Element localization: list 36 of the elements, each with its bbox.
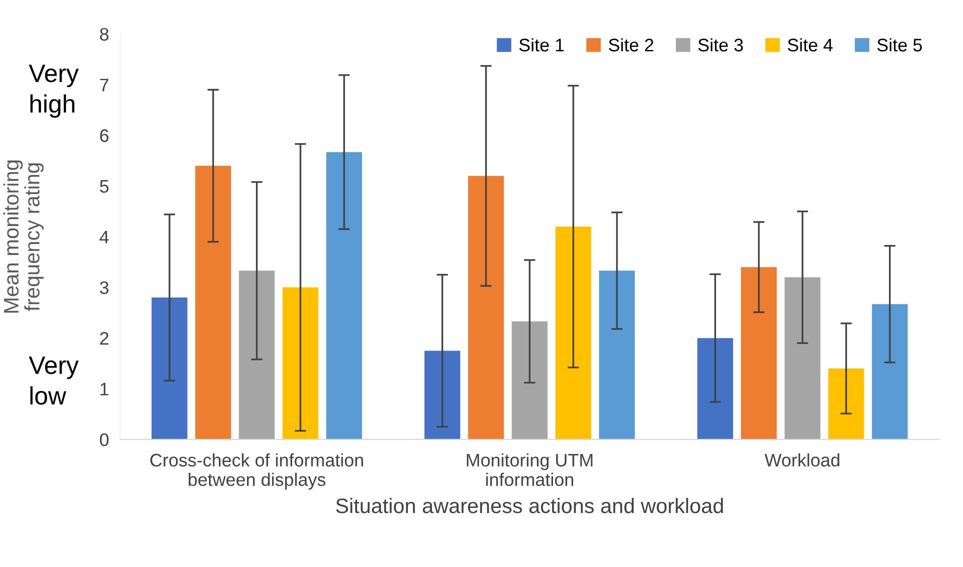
bar (697, 338, 734, 440)
text: Very low (28, 356, 79, 405)
bar (599, 270, 635, 440)
legend-label: Site 4 (788, 38, 833, 52)
x-axis-title: Situation awareness actions and workload (336, 498, 723, 514)
bar (195, 166, 232, 440)
y-tick-label: 7 (100, 78, 108, 92)
bar (512, 321, 548, 440)
legend-label: Site 5 (877, 38, 922, 52)
x-tick-label: Cross-check of information between displays (150, 453, 364, 490)
y-tick-label: 1 (100, 382, 108, 396)
bar (326, 152, 362, 440)
text: Very high (28, 64, 79, 118)
bar (872, 304, 908, 440)
x-tick-label: Workload (764, 453, 840, 467)
bar (152, 298, 188, 440)
x-tick-label: Monitoring UTM information (466, 453, 592, 486)
y-tick-label: 5 (100, 180, 109, 193)
bar (784, 277, 820, 440)
legend-label: Site 1 (519, 38, 564, 52)
y-tick-label: 6 (100, 129, 108, 142)
legend-label: Site 2 (608, 38, 654, 52)
bar (555, 226, 592, 440)
y-axis-title: Mean monitoring frequency rating (3, 160, 44, 313)
bar (238, 270, 275, 440)
bar (424, 350, 460, 440)
y-tick-label: 2 (100, 332, 108, 345)
y-tick-label: 3 (100, 281, 108, 294)
y-tick-label: 0 (100, 433, 109, 446)
legend-label: Site 3 (698, 38, 743, 52)
bar (468, 176, 504, 440)
y-tick-label: 4 (100, 230, 109, 244)
bar (740, 267, 777, 440)
bar (282, 287, 318, 440)
y-tick-label: 8 (100, 28, 108, 41)
bar (828, 368, 864, 440)
